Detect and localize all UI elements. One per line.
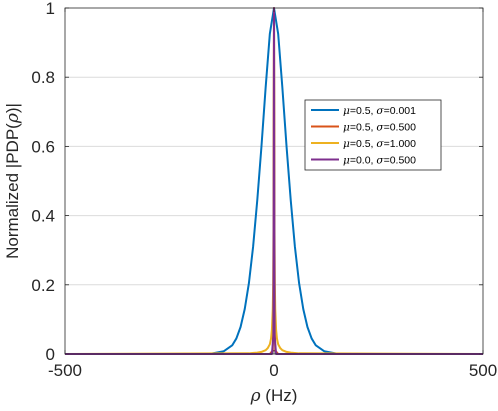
x-tick-label: 500 bbox=[469, 361, 497, 380]
y-axis-label-prefix: Normalized |PDP( bbox=[3, 123, 22, 259]
axis-ticks bbox=[64, 7, 484, 355]
legend-entry-1: μ=0.5, σ=0.001 bbox=[343, 105, 416, 117]
legend-box bbox=[304, 99, 442, 171]
y-tick-label: 0.2 bbox=[31, 276, 55, 295]
y-tick-label: 0.6 bbox=[31, 137, 55, 156]
plot-area bbox=[64, 7, 484, 355]
y-tick-label: 0 bbox=[46, 345, 55, 364]
y-axis-label: Normalized |PDP(ρ)| bbox=[3, 103, 23, 259]
legend-entry-3: μ=0.5, σ=1.000 bbox=[343, 138, 416, 150]
legend-entry-4: μ=0.0, σ=0.500 bbox=[343, 155, 416, 167]
y-tick-label: 0.8 bbox=[31, 68, 55, 87]
x-axis-label-symbol: ρ bbox=[250, 386, 261, 406]
legend: μ=0.5, σ=0.001 μ=0.5, σ=0.500 μ=0.5, σ=1.0… bbox=[304, 99, 442, 171]
legend-entry-2: μ=0.5, σ=0.500 bbox=[343, 122, 416, 134]
x-tick-label: -500 bbox=[48, 361, 82, 380]
y-axis-label-symbol: ρ bbox=[3, 113, 23, 124]
y-tick-label: 1 bbox=[46, 0, 55, 18]
x-tick-label: 0 bbox=[269, 361, 278, 380]
x-axis-label-text: (Hz) bbox=[261, 386, 298, 405]
y-axis-label-suffix: )| bbox=[3, 103, 22, 113]
y-tick-label: 0.4 bbox=[31, 207, 55, 226]
x-axis-label: ρ (Hz) bbox=[250, 386, 298, 406]
